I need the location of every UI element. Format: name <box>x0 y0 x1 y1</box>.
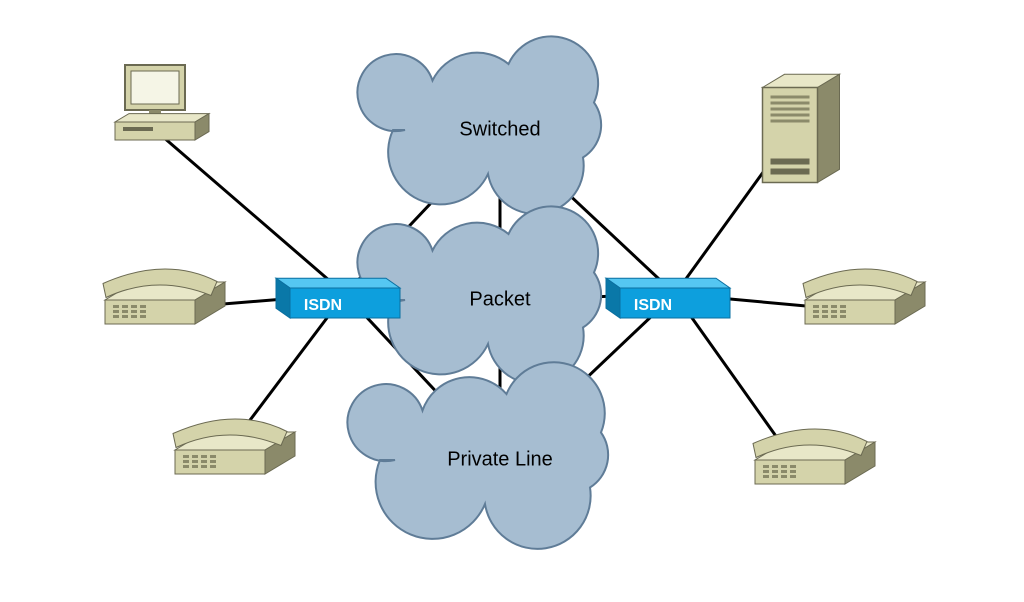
cloud-switched: Switched <box>357 36 601 214</box>
router-label: ISDN <box>304 297 342 314</box>
server-icon <box>763 74 840 182</box>
network-diagram: Switched Packet Private Line ISDN ISDN <box>0 0 1024 602</box>
phone-icon <box>103 269 225 324</box>
router-top <box>276 278 400 288</box>
phone-icon <box>173 419 295 474</box>
phone-icon <box>803 269 925 324</box>
cloud-label: Packet <box>469 288 531 310</box>
cloud-private-line: Private Line <box>347 362 608 549</box>
router-isdn-right: ISDN <box>606 278 730 318</box>
router-label: ISDN <box>634 297 672 314</box>
router-isdn-left: ISDN <box>276 278 400 318</box>
router-top <box>606 278 730 288</box>
edge <box>155 130 345 294</box>
cloud-label: Switched <box>459 118 540 140</box>
phone-icon <box>753 429 875 484</box>
cloud-label: Private Line <box>447 448 553 470</box>
computer-icon <box>115 65 209 140</box>
